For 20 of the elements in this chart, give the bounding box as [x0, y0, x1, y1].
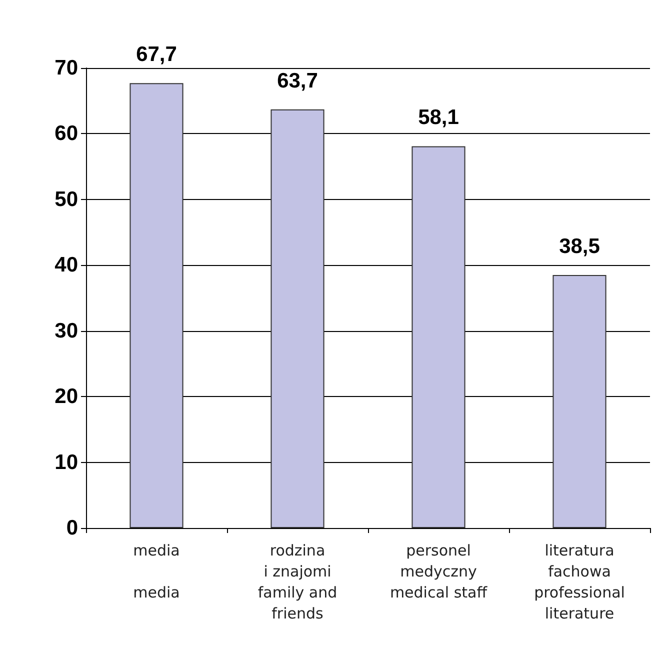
data-label: 67,7 — [136, 43, 177, 66]
y-tick-label: 70 — [54, 56, 78, 80]
y-tick-label: 30 — [54, 319, 78, 342]
x-tick-label: personel medyczny medical staff — [390, 542, 488, 602]
y-tick-label: 0 — [66, 516, 78, 540]
data-label: 58,1 — [418, 106, 460, 130]
data-label: 38,5 — [559, 235, 600, 258]
x-tick-label: literatura fachowa professional literature — [534, 542, 625, 622]
x-tick-label: rodzina i znajomi family and friends — [258, 542, 338, 622]
y-tick-label: 60 — [54, 122, 78, 146]
data-label: 63,7 — [277, 69, 318, 92]
y-tick-label: 10 — [54, 450, 78, 474]
bar — [412, 146, 466, 528]
bar — [270, 109, 324, 528]
y-tick-label: 20 — [54, 385, 78, 408]
y-tick-label: 50 — [54, 188, 78, 211]
y-tick-label: 40 — [54, 254, 78, 277]
category-label: media media — [133, 542, 180, 602]
bar — [552, 275, 606, 528]
bar — [130, 83, 184, 528]
